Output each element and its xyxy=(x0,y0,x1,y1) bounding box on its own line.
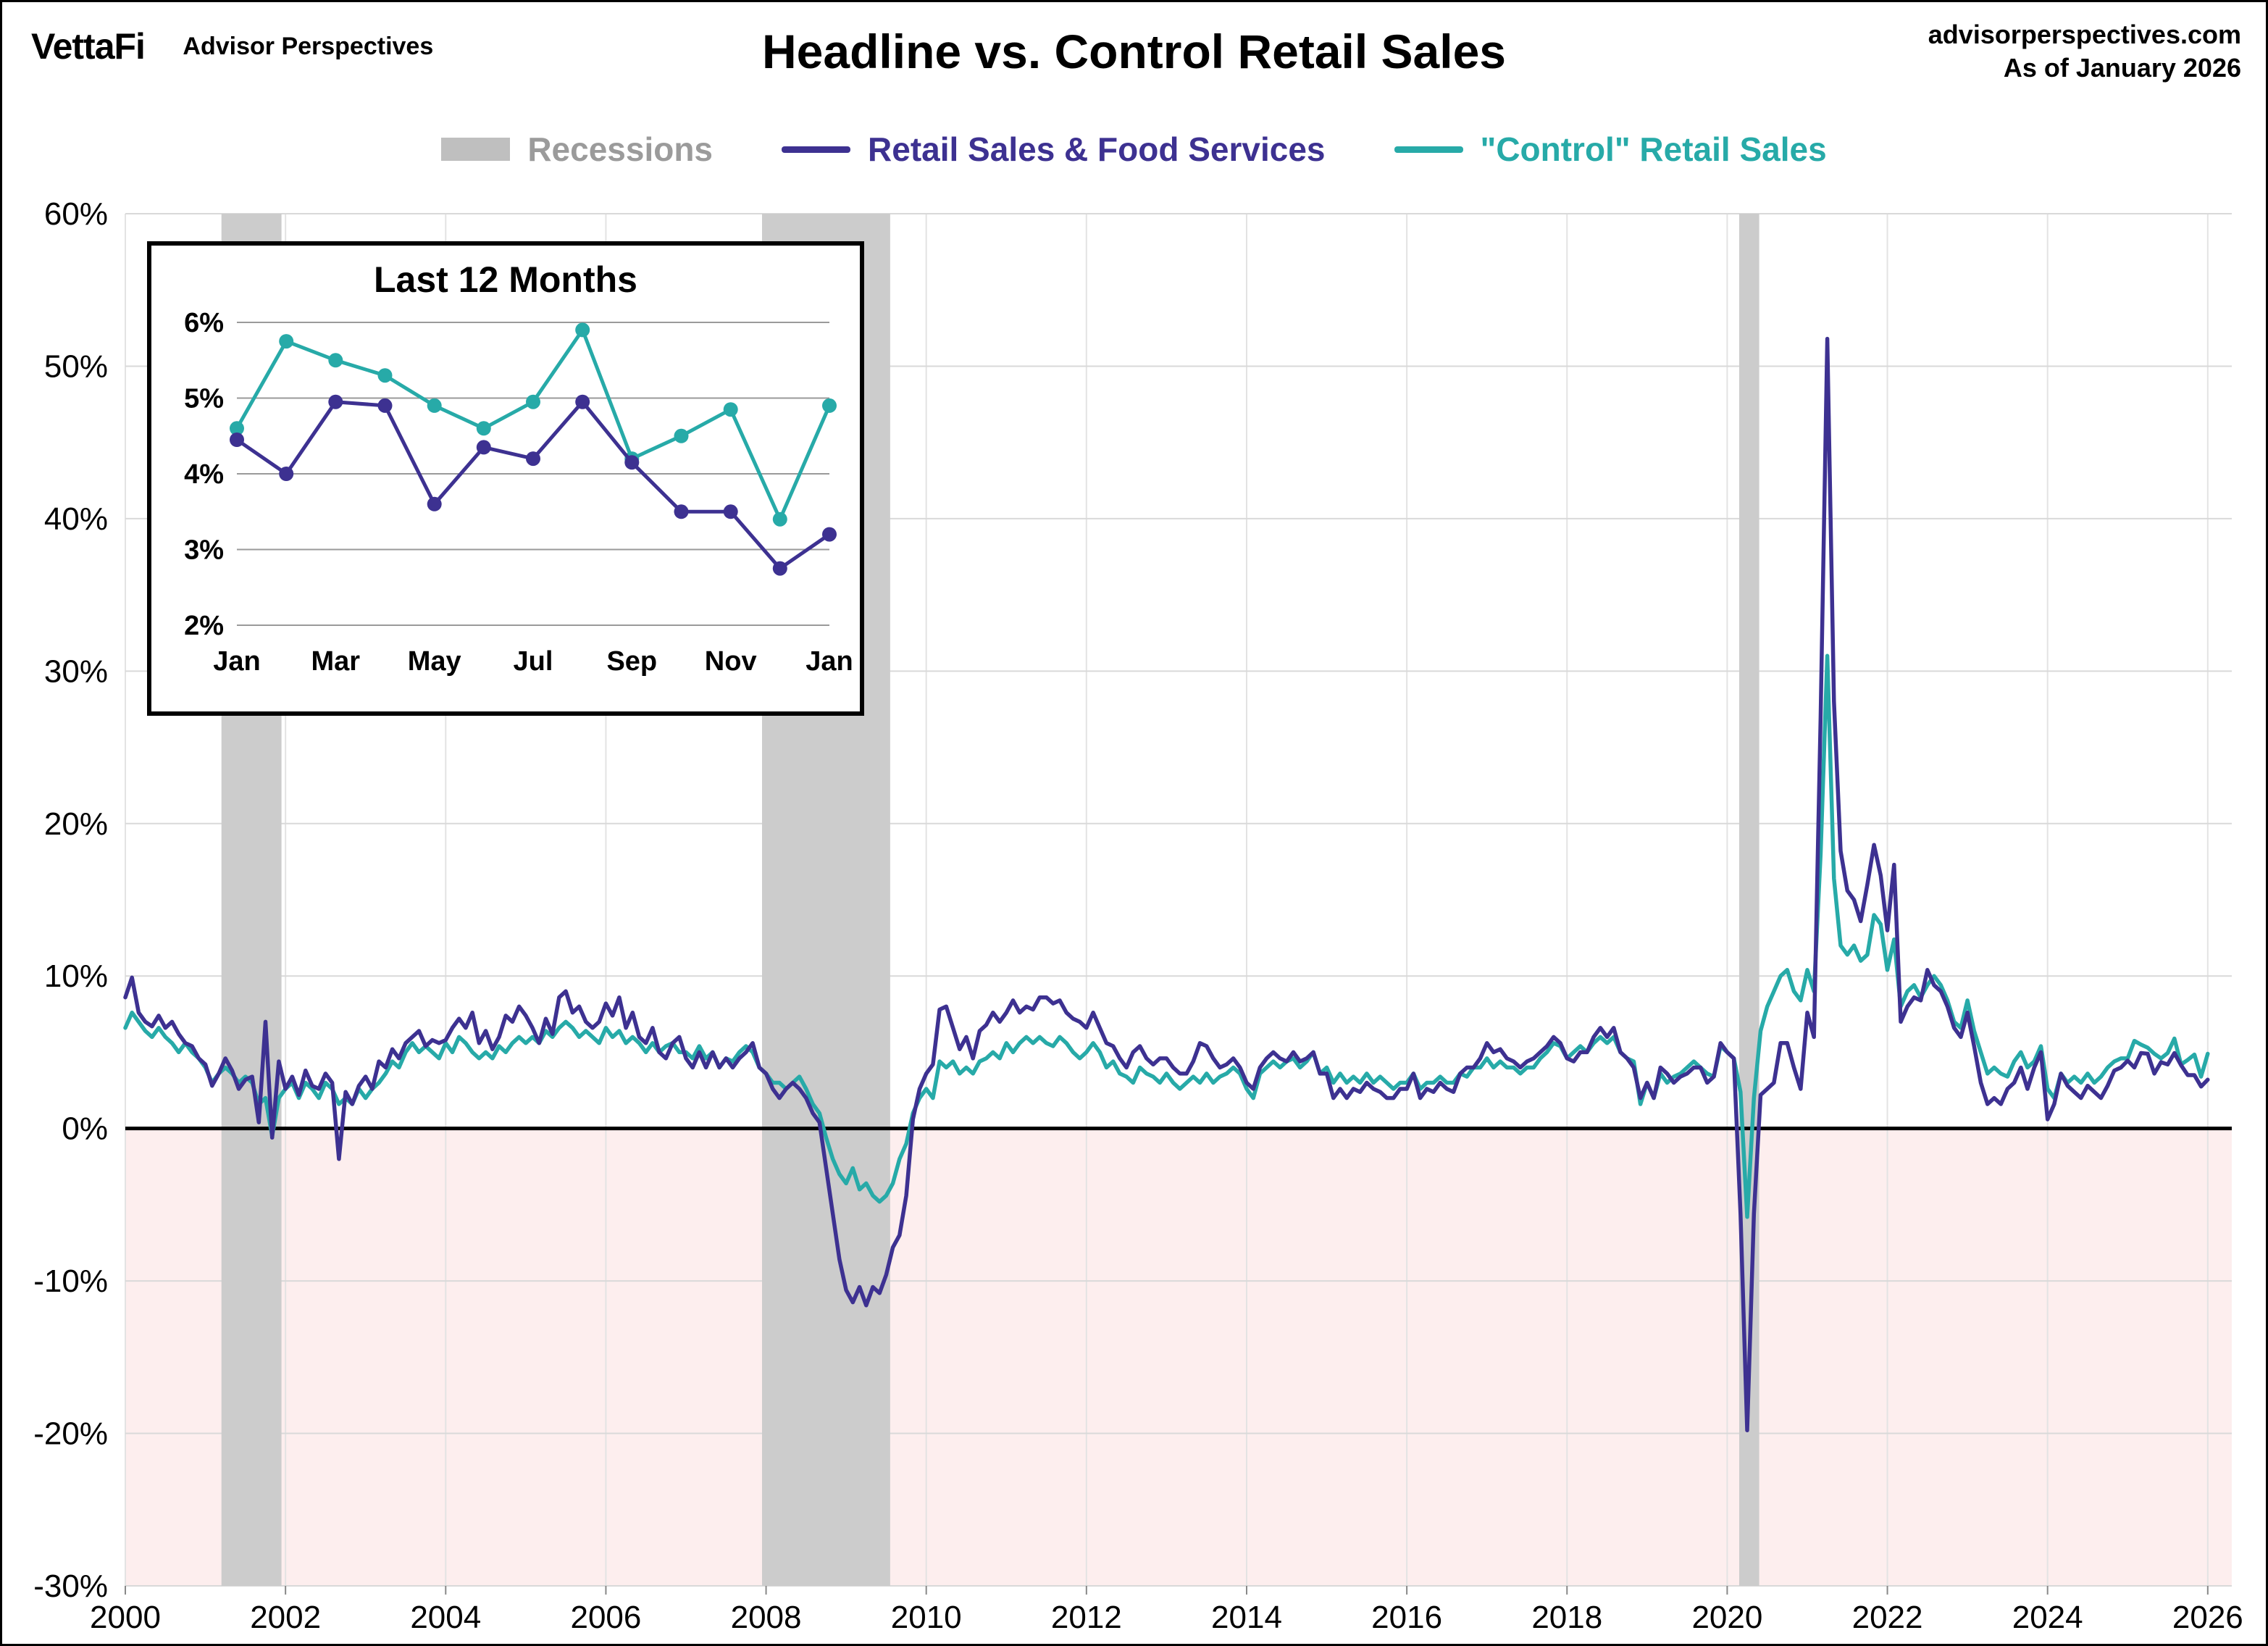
svg-text:May: May xyxy=(408,646,461,677)
svg-text:Mar: Mar xyxy=(311,646,361,677)
svg-text:2026: 2026 xyxy=(2172,1600,2243,1635)
vettafi-logo-text: VettaFi xyxy=(31,26,146,67)
svg-text:2004: 2004 xyxy=(410,1600,481,1635)
inset-title: Last 12 Months xyxy=(374,259,637,300)
svg-text:2000: 2000 xyxy=(90,1600,161,1635)
svg-text:6%: 6% xyxy=(184,308,224,338)
headline-series-swatch xyxy=(782,146,851,153)
svg-text:2008: 2008 xyxy=(731,1600,802,1635)
svg-text:2018: 2018 xyxy=(1531,1600,1602,1635)
svg-text:Jul: Jul xyxy=(514,646,553,677)
svg-text:2024: 2024 xyxy=(2012,1600,2083,1635)
svg-text:2022: 2022 xyxy=(1852,1600,1923,1635)
svg-text:2010: 2010 xyxy=(891,1600,962,1635)
svg-text:60%: 60% xyxy=(44,196,108,232)
svg-text:2006: 2006 xyxy=(570,1600,641,1635)
svg-text:-30%: -30% xyxy=(33,1568,108,1604)
legend-recessions-label: Recessions xyxy=(527,130,714,168)
svg-text:2012: 2012 xyxy=(1051,1600,1122,1635)
svg-text:50%: 50% xyxy=(44,348,108,384)
legend-item-headline: Retail Sales & Food Services xyxy=(782,130,1326,169)
svg-text:2014: 2014 xyxy=(1211,1600,1282,1635)
advisor-perspectives-label: Advisor Perspectives xyxy=(183,33,434,60)
svg-text:Sep: Sep xyxy=(606,646,657,677)
svg-text:40%: 40% xyxy=(44,501,108,537)
legend-control-label: "Control" Retail Sales xyxy=(1480,130,1827,168)
source-site: advisorperspectives.com xyxy=(1928,20,2241,49)
svg-text:Jan: Jan xyxy=(213,646,260,677)
svg-text:2%: 2% xyxy=(184,611,224,641)
legend-item-control: "Control" Retail Sales xyxy=(1394,130,1827,169)
svg-text:5%: 5% xyxy=(184,384,224,414)
legend-item-recessions: Recessions xyxy=(441,130,713,169)
legend-headline-label: Retail Sales & Food Services xyxy=(868,130,1326,168)
svg-text:10%: 10% xyxy=(44,958,108,994)
svg-text:2002: 2002 xyxy=(250,1600,321,1635)
page-title: Headline vs. Control Retail Sales xyxy=(762,25,1506,78)
svg-text:Nov: Nov xyxy=(705,646,757,677)
svg-text:2016: 2016 xyxy=(1371,1600,1442,1635)
control-series-swatch xyxy=(1394,146,1463,153)
as-of-date: As of January 2026 xyxy=(2003,53,2241,83)
svg-text:0%: 0% xyxy=(62,1111,108,1147)
svg-text:20%: 20% xyxy=(44,806,108,842)
legend: Recessions Retail Sales & Food Services … xyxy=(2,130,2266,169)
inset-chart: 2% 3% 4% 5% 6% Jan Mar May Jul Sep Nov Jan xyxy=(184,308,853,677)
vettafi-logo: VettaFi Advisor Perspectives xyxy=(31,25,433,67)
svg-text:2020: 2020 xyxy=(1691,1600,1762,1635)
recession-swatch xyxy=(441,138,511,161)
svg-text:3%: 3% xyxy=(184,535,224,566)
svg-text:30%: 30% xyxy=(44,653,108,689)
svg-text:4%: 4% xyxy=(184,459,224,490)
last-12-months-inset: Last 12 Months 2% 3% 4% 5% 6% Jan Mar May Jul Sep… xyxy=(147,241,864,716)
source-block: advisorperspectives.com As of January 20… xyxy=(1928,18,2241,85)
svg-text:-10%: -10% xyxy=(33,1263,108,1299)
svg-text:Jan: Jan xyxy=(805,646,853,677)
svg-text:-20%: -20% xyxy=(33,1416,108,1452)
